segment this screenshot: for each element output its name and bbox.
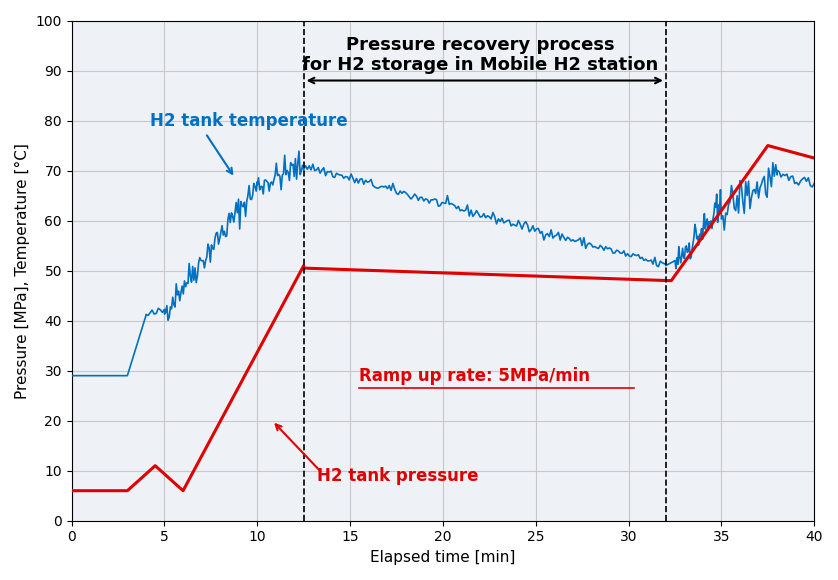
X-axis label: Elapsed time [min]: Elapsed time [min] <box>370 550 515 565</box>
Text: H2 tank pressure: H2 tank pressure <box>317 467 478 485</box>
Text: Pressure recovery process
for H2 storage in Mobile H2 station: Pressure recovery process for H2 storage… <box>302 35 658 74</box>
Y-axis label: Pressure [MPa], Temperature [°C]: Pressure [MPa], Temperature [°C] <box>15 143 30 398</box>
Text: H2 tank temperature: H2 tank temperature <box>150 111 347 129</box>
Text: Ramp up rate: 5MPa/min: Ramp up rate: 5MPa/min <box>360 367 591 385</box>
